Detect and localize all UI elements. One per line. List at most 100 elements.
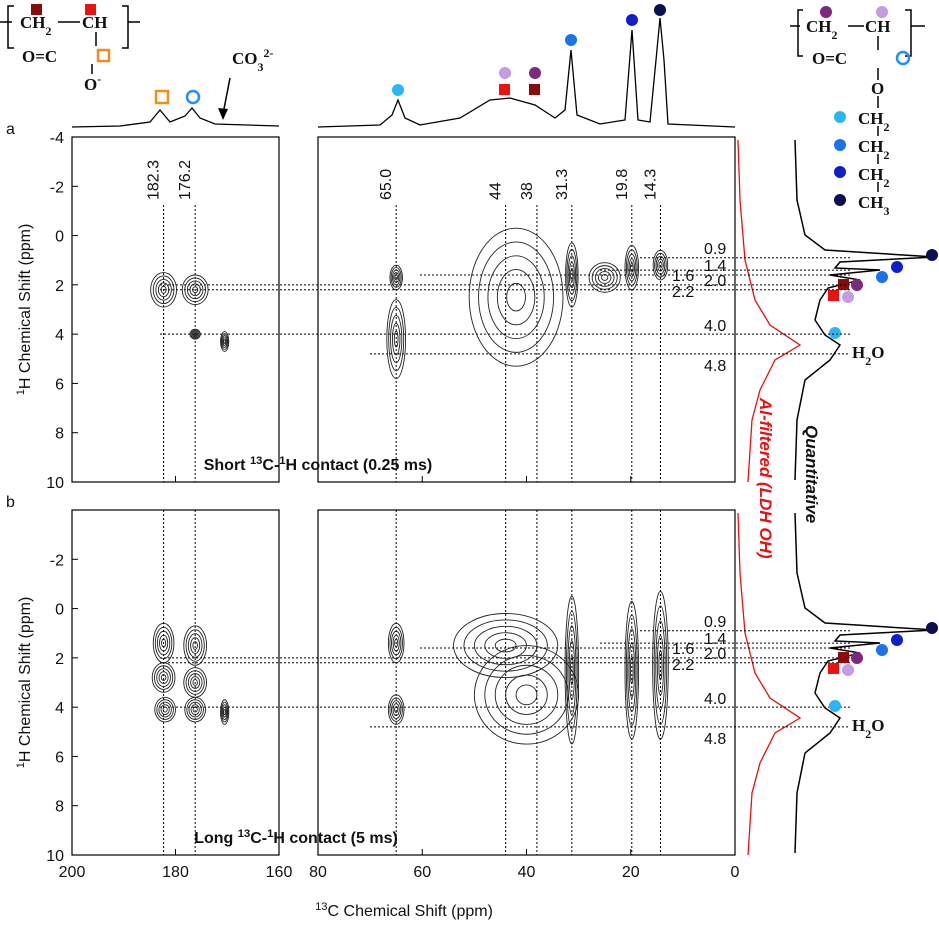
- y-tick-label: 10: [46, 848, 64, 865]
- projection-b: [737, 512, 936, 856]
- contour: [154, 696, 176, 723]
- contour: [505, 674, 548, 715]
- arrow-head: [218, 108, 228, 120]
- annotation: Short 13C-1H contact (0.25 ms): [204, 455, 433, 474]
- contour: [656, 635, 665, 696]
- carbon-shift-label: 65.0: [378, 169, 395, 200]
- contour: [391, 700, 402, 719]
- text-part: 3: [258, 60, 264, 74]
- text-part: -: [97, 72, 101, 86]
- contour: [152, 275, 175, 305]
- contour: [389, 697, 403, 722]
- text-part: H contact (0.25 ms): [286, 457, 433, 474]
- marker: [820, 6, 832, 18]
- text-part: 2: [865, 727, 871, 741]
- text-part: H Chemical Shift (ppm): [17, 224, 34, 389]
- contour: [487, 255, 545, 340]
- proton-shift-label: 0.9: [704, 614, 726, 631]
- contour: [183, 625, 207, 666]
- marker: [565, 34, 577, 46]
- contour: [624, 244, 640, 291]
- x-tick-label: 0: [731, 864, 740, 881]
- proton-shift-label: 4.0: [704, 318, 726, 335]
- text-part: CH: [865, 17, 891, 36]
- top-projection: [317, 17, 736, 128]
- text-part: H contact (5 ms): [273, 830, 397, 847]
- contour: [594, 268, 615, 287]
- contour: [221, 704, 228, 720]
- annotation: Long 13C-1H contact (5 ms): [194, 828, 398, 847]
- contour: [185, 629, 205, 662]
- marker: [876, 271, 888, 283]
- contour: [468, 227, 564, 367]
- contour: [494, 664, 559, 725]
- y-tick-label: -4: [50, 130, 64, 147]
- plot-frame: [317, 509, 736, 856]
- contour: [627, 253, 637, 282]
- carbon-shift-label: 44: [488, 182, 505, 200]
- contour: [390, 314, 403, 364]
- structure-label: CH2: [858, 109, 890, 134]
- text-part: 1: [267, 828, 273, 840]
- text-part: 1: [15, 762, 27, 768]
- y-tick-label: 0: [55, 602, 64, 619]
- contour: [627, 628, 637, 713]
- text-part: O: [871, 79, 884, 98]
- contour: [154, 626, 173, 660]
- marker: [851, 279, 863, 291]
- text-part: CO: [232, 49, 258, 68]
- marker: [926, 622, 938, 634]
- text-part: CH: [858, 109, 884, 128]
- y-axis-title: 1H Chemical Shift (ppm): [15, 224, 34, 396]
- contour: [392, 634, 400, 652]
- contour: [222, 337, 227, 346]
- contour: [184, 277, 206, 303]
- marker: [154, 89, 170, 105]
- structure-label: CH2: [858, 137, 890, 162]
- contour: [190, 329, 200, 339]
- contour: [159, 634, 169, 652]
- contour: [453, 613, 559, 679]
- contour: [389, 626, 403, 660]
- contour: [629, 655, 634, 685]
- contour: [192, 286, 199, 294]
- text-part: CH: [858, 165, 884, 184]
- marker: [834, 166, 846, 178]
- contour: [570, 654, 574, 686]
- contour: [220, 331, 230, 352]
- contour: [193, 332, 197, 336]
- proton-shift-label: 1.4: [704, 258, 726, 275]
- x-tick-label: 80: [309, 864, 327, 881]
- y-tick-label: 2: [55, 278, 64, 295]
- text-part: 2: [884, 120, 890, 134]
- contour: [222, 706, 227, 718]
- proj-markers: [828, 249, 938, 339]
- al-filtered-label: Al-filtered (LDH OH): [756, 397, 775, 559]
- text-part: C-: [262, 457, 279, 474]
- contour: [567, 625, 577, 715]
- contour: [655, 255, 666, 275]
- text-part: 13: [315, 901, 327, 913]
- marker: [829, 700, 841, 712]
- y-tick-label: 4: [55, 700, 64, 717]
- marker: [392, 84, 404, 96]
- contour: [156, 668, 171, 687]
- contour: [473, 625, 538, 666]
- proton-shift-label: 1.6: [672, 268, 694, 285]
- y-tick-label: 4: [55, 327, 64, 344]
- contour: [156, 699, 174, 720]
- contour: [484, 654, 569, 735]
- marker: [185, 89, 201, 105]
- structure-label: O-: [84, 72, 101, 94]
- text-part: C Chemical Shift (ppm): [328, 903, 493, 920]
- contour: [568, 261, 575, 289]
- top-projection: [71, 106, 280, 128]
- carbon-shift-label: 176.2: [177, 160, 194, 200]
- contour: [185, 670, 205, 695]
- contour: [190, 637, 201, 654]
- contour: [223, 339, 226, 344]
- contour: [658, 650, 663, 681]
- water-label: H2O: [852, 343, 884, 368]
- text-part: O: [871, 343, 884, 362]
- contour: [629, 262, 634, 273]
